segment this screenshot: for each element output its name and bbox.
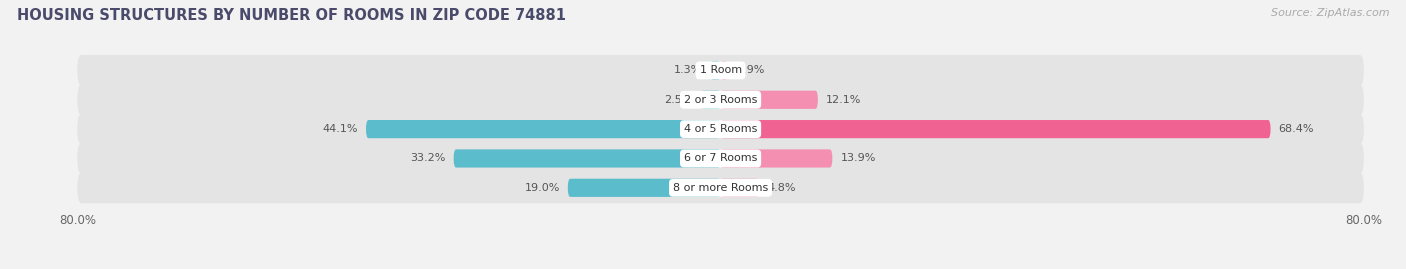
Text: 1.3%: 1.3% <box>673 65 702 75</box>
Text: 0.9%: 0.9% <box>735 65 765 75</box>
Text: 44.1%: 44.1% <box>322 124 359 134</box>
FancyBboxPatch shape <box>77 84 1364 115</box>
Text: 4 or 5 Rooms: 4 or 5 Rooms <box>683 124 758 134</box>
FancyBboxPatch shape <box>721 149 832 168</box>
Text: 13.9%: 13.9% <box>841 154 876 164</box>
FancyBboxPatch shape <box>710 61 721 80</box>
FancyBboxPatch shape <box>366 120 721 138</box>
Text: 6 or 7 Rooms: 6 or 7 Rooms <box>683 154 758 164</box>
FancyBboxPatch shape <box>721 91 818 109</box>
FancyBboxPatch shape <box>568 179 721 197</box>
FancyBboxPatch shape <box>77 55 1364 86</box>
Text: 2 or 3 Rooms: 2 or 3 Rooms <box>683 95 758 105</box>
FancyBboxPatch shape <box>721 61 728 80</box>
Text: Source: ZipAtlas.com: Source: ZipAtlas.com <box>1271 8 1389 18</box>
Text: 8 or more Rooms: 8 or more Rooms <box>673 183 768 193</box>
Text: 1 Room: 1 Room <box>700 65 741 75</box>
Text: 68.4%: 68.4% <box>1278 124 1315 134</box>
FancyBboxPatch shape <box>721 179 759 197</box>
FancyBboxPatch shape <box>721 120 1271 138</box>
Text: 2.5%: 2.5% <box>664 95 692 105</box>
FancyBboxPatch shape <box>700 91 721 109</box>
Text: 4.8%: 4.8% <box>768 183 796 193</box>
FancyBboxPatch shape <box>77 114 1364 144</box>
Text: 19.0%: 19.0% <box>524 183 560 193</box>
Text: 33.2%: 33.2% <box>411 154 446 164</box>
Text: 12.1%: 12.1% <box>825 95 862 105</box>
FancyBboxPatch shape <box>77 143 1364 174</box>
FancyBboxPatch shape <box>454 149 721 168</box>
Text: HOUSING STRUCTURES BY NUMBER OF ROOMS IN ZIP CODE 74881: HOUSING STRUCTURES BY NUMBER OF ROOMS IN… <box>17 8 565 23</box>
FancyBboxPatch shape <box>77 172 1364 203</box>
